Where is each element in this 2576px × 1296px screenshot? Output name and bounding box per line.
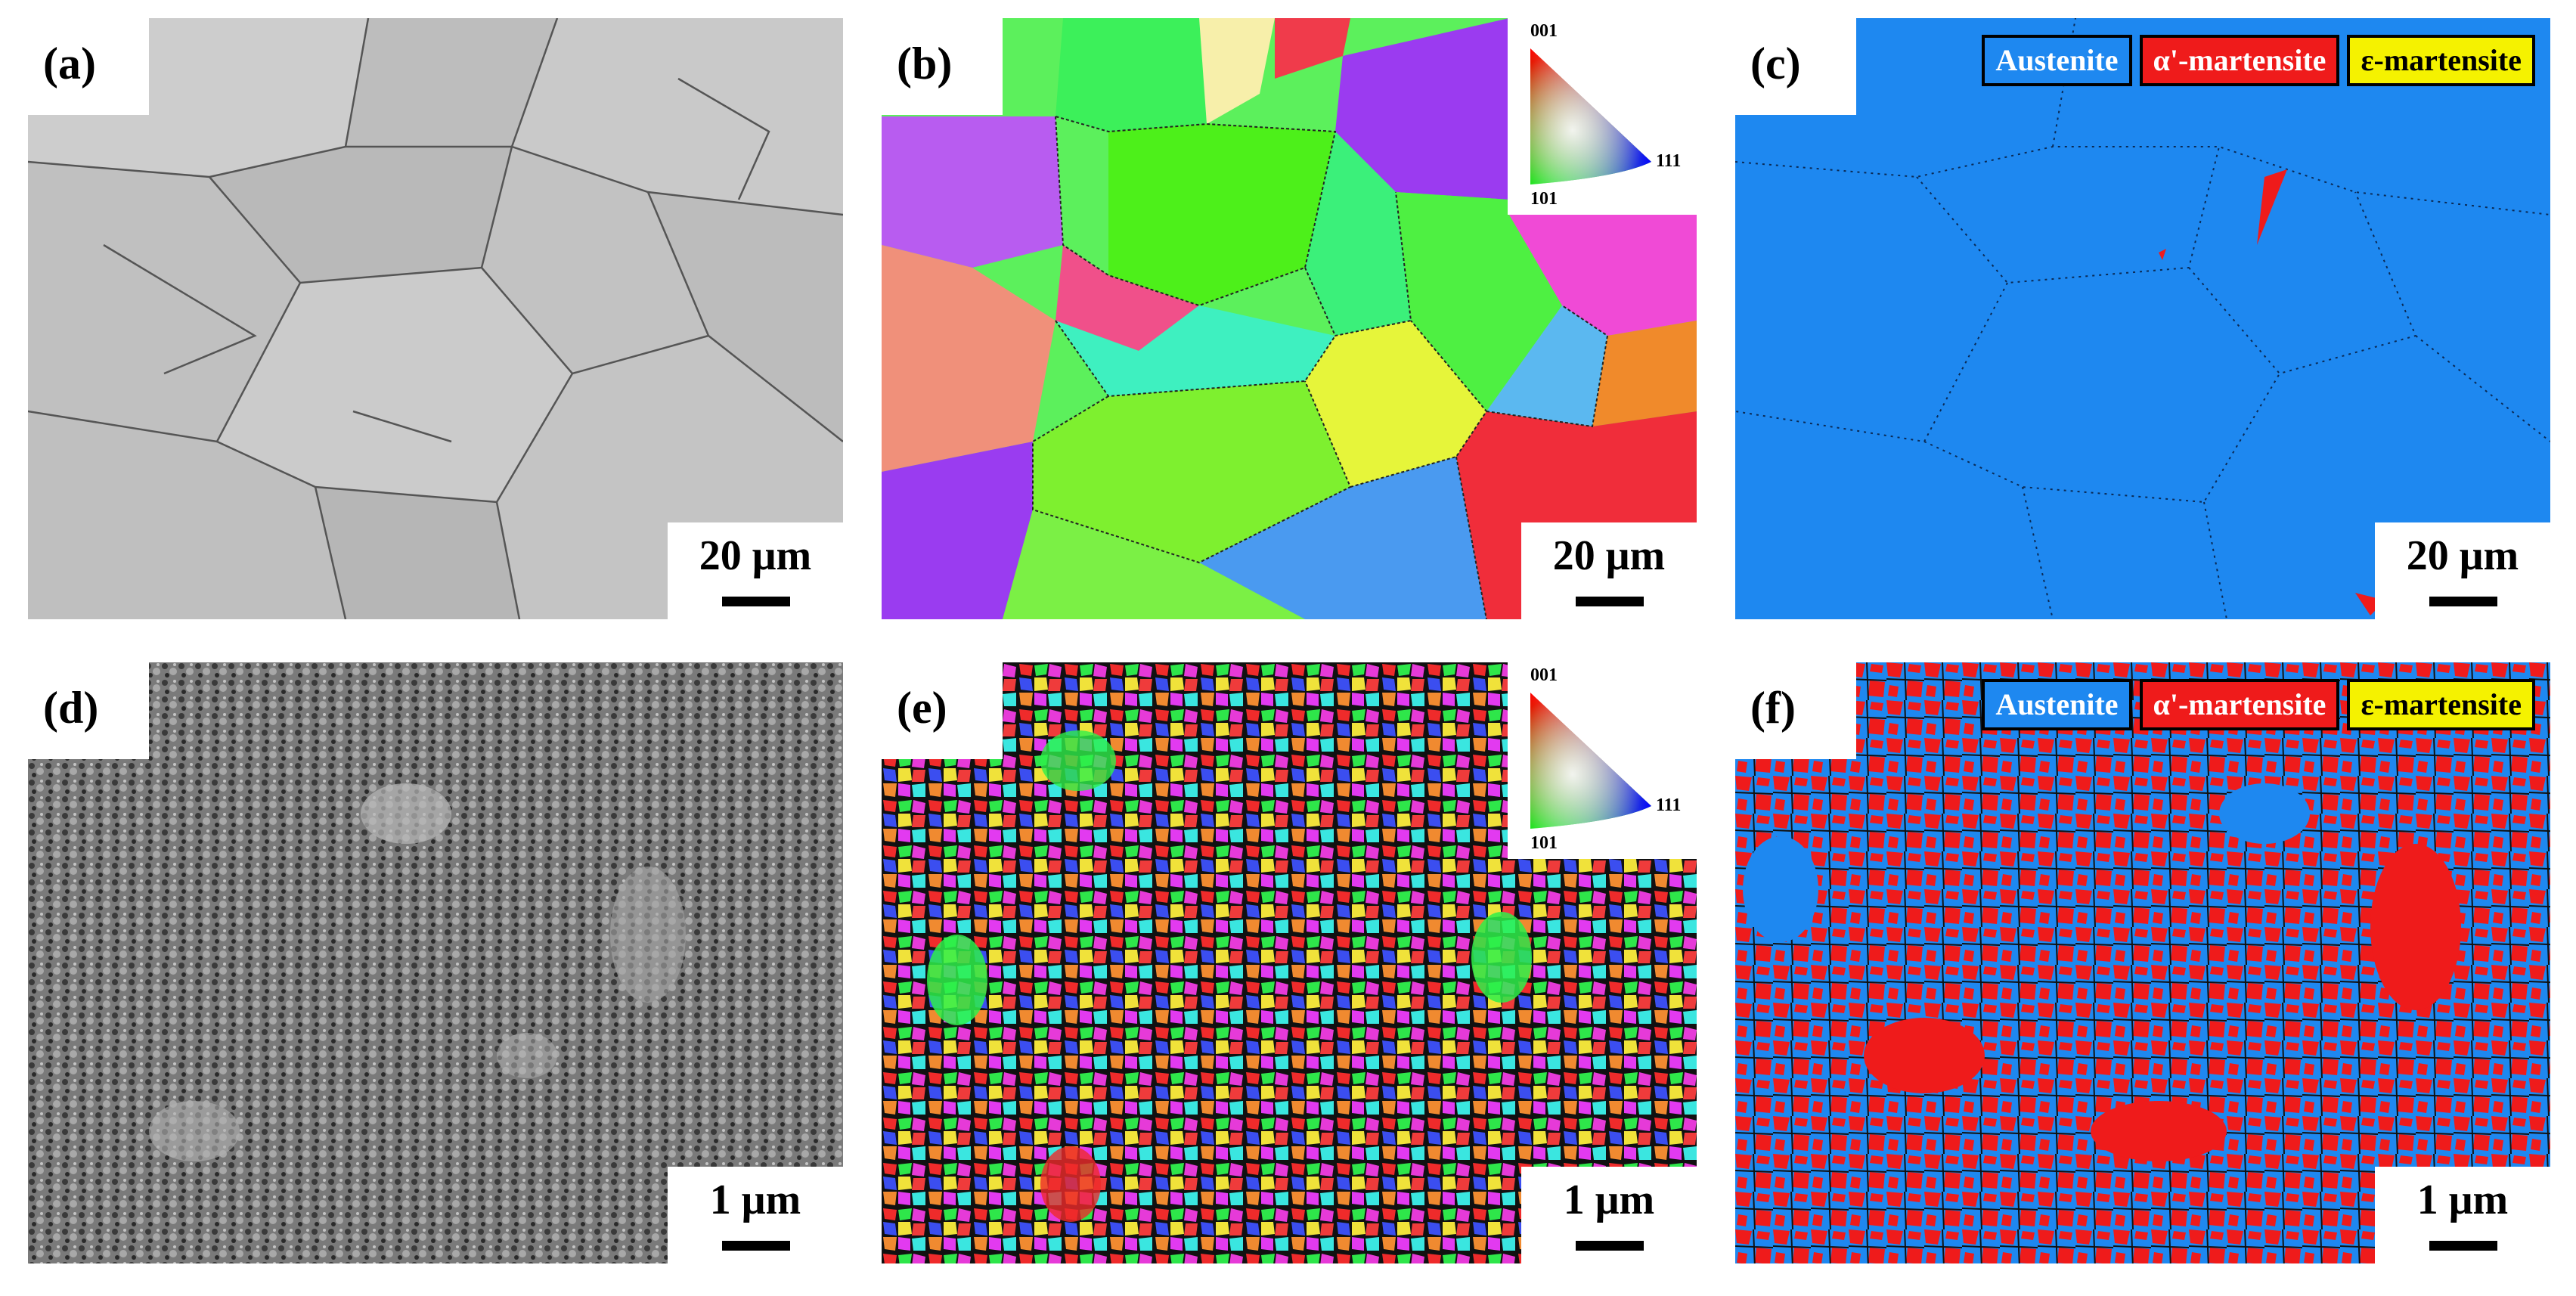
panel-label: (b)	[897, 39, 953, 88]
panel-label-box: (b)	[882, 18, 1003, 115]
scale-bar-line	[1576, 1241, 1644, 1251]
scale-bar: 20 μm	[1521, 522, 1697, 619]
scale-bar: 1 μm	[668, 1167, 843, 1263]
ipf-label-101: 101	[1530, 189, 1558, 209]
panel-label-box: (c)	[1735, 18, 1856, 115]
phase-legend: Austenite α'-martensite ε-martensite	[1982, 679, 2535, 730]
scale-bar-text: 20 μm	[1552, 532, 1666, 579]
legend-austenite: Austenite	[1982, 35, 2132, 86]
ipf-label-001: 001	[1530, 21, 1558, 41]
panel-c-phase-map: Austenite α'-martensite ε-martensite (c)…	[1735, 18, 2550, 619]
ipf-map-image-b	[882, 18, 1697, 619]
ipf-map-image-e	[882, 662, 1697, 1263]
scale-bar-text: 1 μm	[2416, 1177, 2509, 1223]
scale-bar-line	[2429, 1241, 2497, 1251]
micrograph-image-d	[28, 662, 843, 1263]
legend-epsilon-martensite: ε-martensite	[2347, 679, 2535, 730]
scale-bar: 20 μm	[2375, 522, 2550, 619]
panel-e-ipf-map: 001 101 111 (e) 1 μm	[882, 662, 1697, 1263]
scale-bar: 1 μm	[1521, 1167, 1697, 1263]
scale-bar-line	[1576, 597, 1644, 606]
scale-bar-text: 1 μm	[709, 1177, 801, 1223]
panel-b-ipf-map: 001 101 111 (b) 20 μm	[882, 18, 1697, 619]
ipf-color-key: 001 101 111	[1508, 18, 1697, 215]
scale-bar: 1 μm	[2375, 1167, 2550, 1263]
panel-label-box: (a)	[28, 18, 149, 115]
panel-label: (c)	[1750, 39, 1801, 88]
scale-bar-line	[722, 1241, 790, 1251]
panel-f-phase-map: Austenite α'-martensite ε-martensite (f)…	[1735, 662, 2550, 1263]
scale-bar-line	[2429, 597, 2497, 606]
scale-bar: 20 μm	[668, 522, 843, 619]
panel-label: (f)	[1750, 683, 1796, 733]
phase-map-image-c	[1735, 18, 2550, 619]
phase-map-image-f	[1735, 662, 2550, 1263]
scale-bar-text: 20 μm	[2406, 532, 2519, 579]
panel-label-box: (d)	[28, 662, 149, 759]
ipf-triangle-icon	[1530, 693, 1651, 829]
panel-label: (e)	[897, 683, 947, 733]
legend-epsilon-martensite: ε-martensite	[2347, 35, 2535, 86]
panel-label-box: (e)	[882, 662, 1003, 759]
scale-bar-line	[722, 597, 790, 606]
ipf-triangle-icon	[1530, 48, 1651, 184]
panel-label: (d)	[43, 683, 99, 733]
scale-bar-text: 20 μm	[699, 532, 812, 579]
panel-a-micrograph: (a) 20 μm	[28, 18, 843, 619]
legend-alpha-martensite: α'-martensite	[2139, 679, 2340, 730]
scale-bar-text: 1 μm	[1563, 1177, 1655, 1223]
phase-legend: Austenite α'-martensite ε-martensite	[1982, 35, 2535, 86]
panel-label: (a)	[43, 39, 96, 88]
ipf-label-001: 001	[1530, 665, 1558, 685]
ipf-color-key: 001 101 111	[1508, 662, 1697, 859]
ipf-label-111: 111	[1656, 795, 1682, 815]
ipf-label-111: 111	[1656, 151, 1682, 171]
ipf-label-101: 101	[1530, 833, 1558, 853]
panel-d-micrograph: (d) 1 μm	[28, 662, 843, 1263]
legend-austenite: Austenite	[1982, 679, 2132, 730]
legend-alpha-martensite: α'-martensite	[2139, 35, 2340, 86]
panel-label-box: (f)	[1735, 662, 1856, 759]
